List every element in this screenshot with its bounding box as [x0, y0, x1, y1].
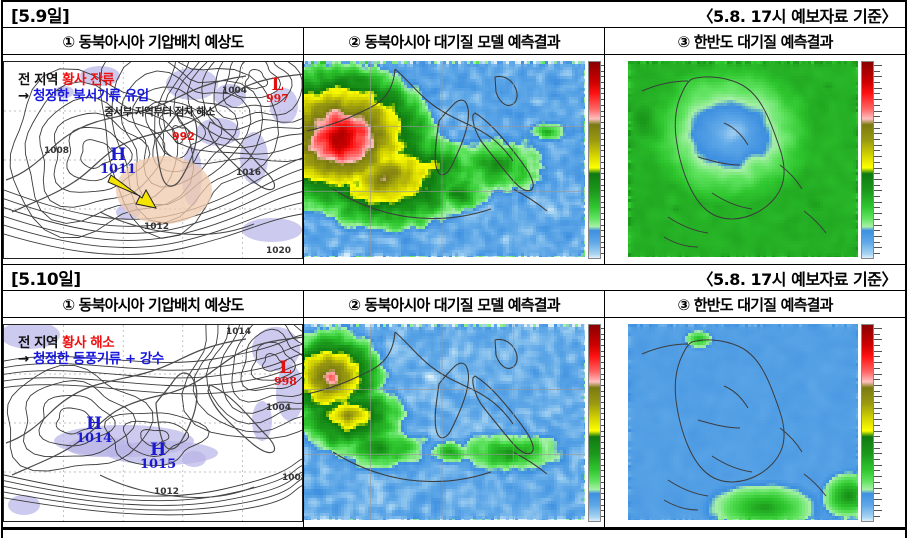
col-header-2-1: ① 동북아시아 기압배치 예상도	[2, 291, 303, 318]
basis-label-1: 〈5.8. 17시 예보자료 기준〉	[698, 3, 897, 27]
korea-raster-may10	[628, 324, 858, 520]
basis-label-2: 〈5.8. 17시 예보자료 기준〉	[698, 266, 897, 290]
col-header-2-2: ② 동북아시아 대기질 모델 예측결과	[303, 291, 604, 318]
date-row-1-cell: [5.9일] 〈5.8. 17시 예보자료 기준〉	[2, 1, 906, 28]
date-row-2: [5.10일] 〈5.8. 17시 예보자료 기준〉	[2, 265, 906, 291]
day-label-1: [5.9일]	[11, 2, 69, 27]
colorbar-tick-labels	[601, 324, 605, 520]
korea-aq-cell-2	[605, 318, 906, 529]
col-header-1-1: ① 동북아시아 기압배치 예상도	[2, 28, 303, 55]
korea-raster-may9	[628, 61, 858, 257]
korea-aq-cell-1	[605, 55, 906, 265]
korea-aq-map-may10	[628, 324, 883, 522]
korea-aq-map-may9	[628, 61, 883, 259]
colorbar-gradient-strip	[588, 324, 601, 522]
column-header-row-1: ① 동북아시아 기압배치 예상도 ② 동북아시아 대기질 모델 예측결과 ③ 한…	[2, 28, 906, 55]
concentration-colorbar	[588, 61, 605, 259]
date-row-2-cell: [5.10일] 〈5.8. 17시 예보자료 기준〉	[2, 265, 906, 291]
colorbar-tick-labels	[874, 324, 883, 520]
concentration-colorbar	[861, 324, 883, 522]
colorbar-tick-labels	[601, 61, 605, 257]
date-row-1: [5.9일] 〈5.8. 17시 예보자료 기준〉	[2, 1, 906, 28]
neasia-raster-may9	[304, 61, 585, 257]
day-label-2: [5.10일]	[11, 265, 81, 290]
neasia-aq-map-may9	[304, 61, 604, 259]
colorbar-gradient-strip	[861, 324, 874, 522]
concentration-colorbar	[588, 324, 605, 522]
neasia-aq-cell-1	[303, 55, 604, 265]
neasia-aq-cell-2	[303, 318, 604, 529]
col-header-1-2: ② 동북아시아 대기질 모델 예측결과	[303, 28, 604, 55]
column-header-row-2: ① 동북아시아 기압배치 예상도 ② 동북아시아 대기질 모델 예측결과 ③ 한…	[2, 291, 906, 318]
colorbar-gradient-strip	[861, 61, 874, 259]
next-row-top-edge	[1, 529, 907, 538]
neasia-aq-map-may10	[304, 324, 604, 522]
col-header-2-3: ③ 한반도 대기질 예측결과	[605, 291, 906, 318]
colorbar-tick-labels	[874, 61, 883, 257]
dust-flow-arrow-icon	[4, 62, 302, 258]
colorbar-gradient-strip	[588, 61, 601, 259]
col-header-1-3: ③ 한반도 대기질 예측결과	[605, 28, 906, 55]
concentration-colorbar	[861, 61, 883, 259]
neasia-raster-may10	[304, 324, 585, 520]
